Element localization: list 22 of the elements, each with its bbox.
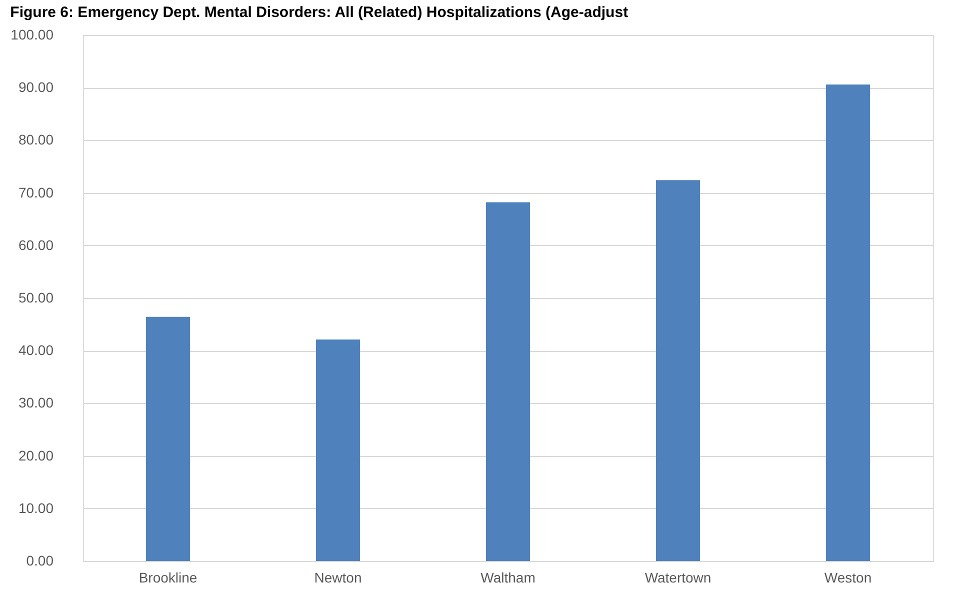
bar bbox=[656, 180, 700, 561]
y-tick-label: 10.00 bbox=[18, 500, 54, 516]
chart-title: Figure 6: Emergency Dept. Mental Disorders: All (Related) Hospitalizations (Age-adjust bbox=[10, 4, 628, 21]
x-tick-label: Weston bbox=[824, 570, 872, 586]
y-tick-label: 30.00 bbox=[18, 394, 54, 411]
bar bbox=[316, 340, 360, 561]
x-tick-label: Brookline bbox=[138, 570, 198, 586]
x-tick-label: Watertown bbox=[644, 570, 712, 586]
y-tick-label: 0.00 bbox=[26, 552, 54, 568]
y-tick-label: 20.00 bbox=[18, 447, 54, 464]
y-tick-label: 40.00 bbox=[18, 342, 54, 358]
y-tick-label: 70.00 bbox=[18, 184, 54, 200]
y-tick-label: 60.00 bbox=[18, 236, 54, 253]
y-tick-label: 90.00 bbox=[18, 79, 54, 96]
x-tick-label: Waltham bbox=[480, 570, 536, 586]
y-tick-label: 50.00 bbox=[18, 290, 54, 306]
bar bbox=[826, 84, 870, 561]
x-tick-label: Newton bbox=[314, 570, 362, 586]
y-tick-label: 80.00 bbox=[18, 132, 54, 148]
y-tick-label: 100.00 bbox=[10, 26, 54, 42]
bar bbox=[486, 202, 530, 561]
bar bbox=[146, 316, 190, 561]
